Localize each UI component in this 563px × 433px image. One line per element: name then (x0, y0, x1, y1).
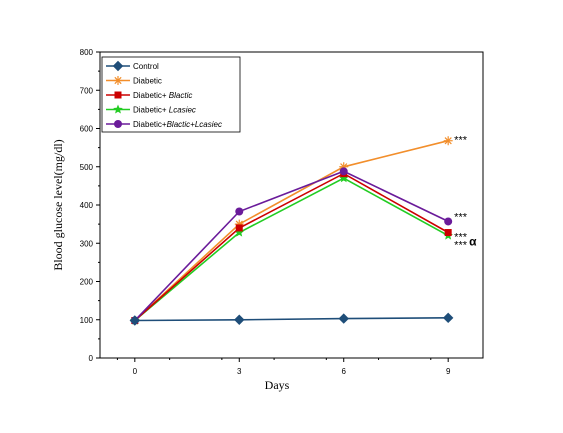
x-tick-label: 6 (342, 367, 347, 376)
series-line (134, 170, 449, 322)
series-line (134, 139, 449, 322)
legend-label: Diabetic (133, 77, 162, 86)
asterisk-stroke (444, 137, 452, 145)
data-point (444, 217, 453, 226)
data-point (443, 136, 453, 146)
x-tick-label: 9 (446, 367, 451, 376)
legend-item: Diabetic+ Lcasiec (106, 104, 196, 115)
data-point (339, 167, 348, 176)
x-tick-label: 0 (133, 367, 138, 376)
legend-marker (112, 60, 124, 72)
y-axis: 0 100 200 300 400 500 600 700 800 (80, 48, 100, 363)
y-tick-label: 0 (89, 354, 94, 363)
legend-marker (113, 76, 123, 85)
y-tick-label: 700 (80, 86, 94, 95)
data-point (235, 224, 243, 232)
legend-label: Diabetic+ Lcasiec (133, 106, 196, 115)
legend-marker (114, 91, 122, 99)
series-layer (129, 136, 454, 326)
legend-marker (114, 120, 122, 128)
series-line (134, 317, 449, 322)
annotations: ********* α*** (454, 135, 477, 252)
significance-lcasiec: *** (454, 232, 468, 244)
legend-label: Control (133, 62, 159, 71)
legend-marker (113, 104, 123, 114)
series-diabetic (130, 136, 453, 326)
data-point (234, 227, 244, 237)
series-diabetic-blactic (131, 170, 452, 325)
y-tick-label: 300 (80, 239, 94, 248)
legend-item: Diabetic+Blactic+Lcasiec (106, 120, 222, 129)
significance-lcasiec-2: *** (454, 240, 468, 252)
y-tick-label: 500 (80, 163, 94, 172)
series-control (129, 312, 454, 326)
x-axis: 0 3 6 9 (116, 358, 451, 376)
y-tick-label: 100 (80, 316, 94, 325)
data-point (129, 315, 141, 326)
y-tick-label: 200 (80, 278, 94, 287)
series-line (134, 177, 449, 322)
y-tick-label: 800 (80, 48, 94, 57)
legend-item: Control (106, 60, 159, 72)
data-point (444, 229, 452, 237)
x-tick-label: 3 (237, 367, 242, 376)
legend-item: Diabetic (106, 76, 162, 86)
data-point (339, 173, 349, 183)
legend: Control Diabetic Diabetic+ Blactic Diabetic… (101, 56, 241, 133)
series-line (134, 172, 449, 322)
legend-label: Diabetic+Blactic+Lcasiec (133, 120, 222, 129)
data-point (338, 313, 349, 324)
data-point (442, 312, 454, 324)
x-axis-title: Days (265, 378, 290, 392)
legend-item: Diabetic+ Blactic (106, 91, 192, 100)
alpha-symbol: α (469, 235, 477, 249)
series-diabetic-blactic-lcasiec (130, 167, 453, 325)
data-point (234, 314, 245, 325)
asterisk-stroke (114, 76, 122, 85)
data-point (235, 207, 244, 216)
significance-combined: *** (454, 211, 468, 223)
y-tick-label: 400 (80, 201, 94, 210)
y-tick-label: 600 (80, 125, 94, 134)
significance-diabetic: *** (454, 135, 468, 147)
y-axis-title: Blood glucose level(mg/dl) (51, 139, 65, 270)
legend-label: Diabetic+ Blactic (133, 91, 192, 100)
